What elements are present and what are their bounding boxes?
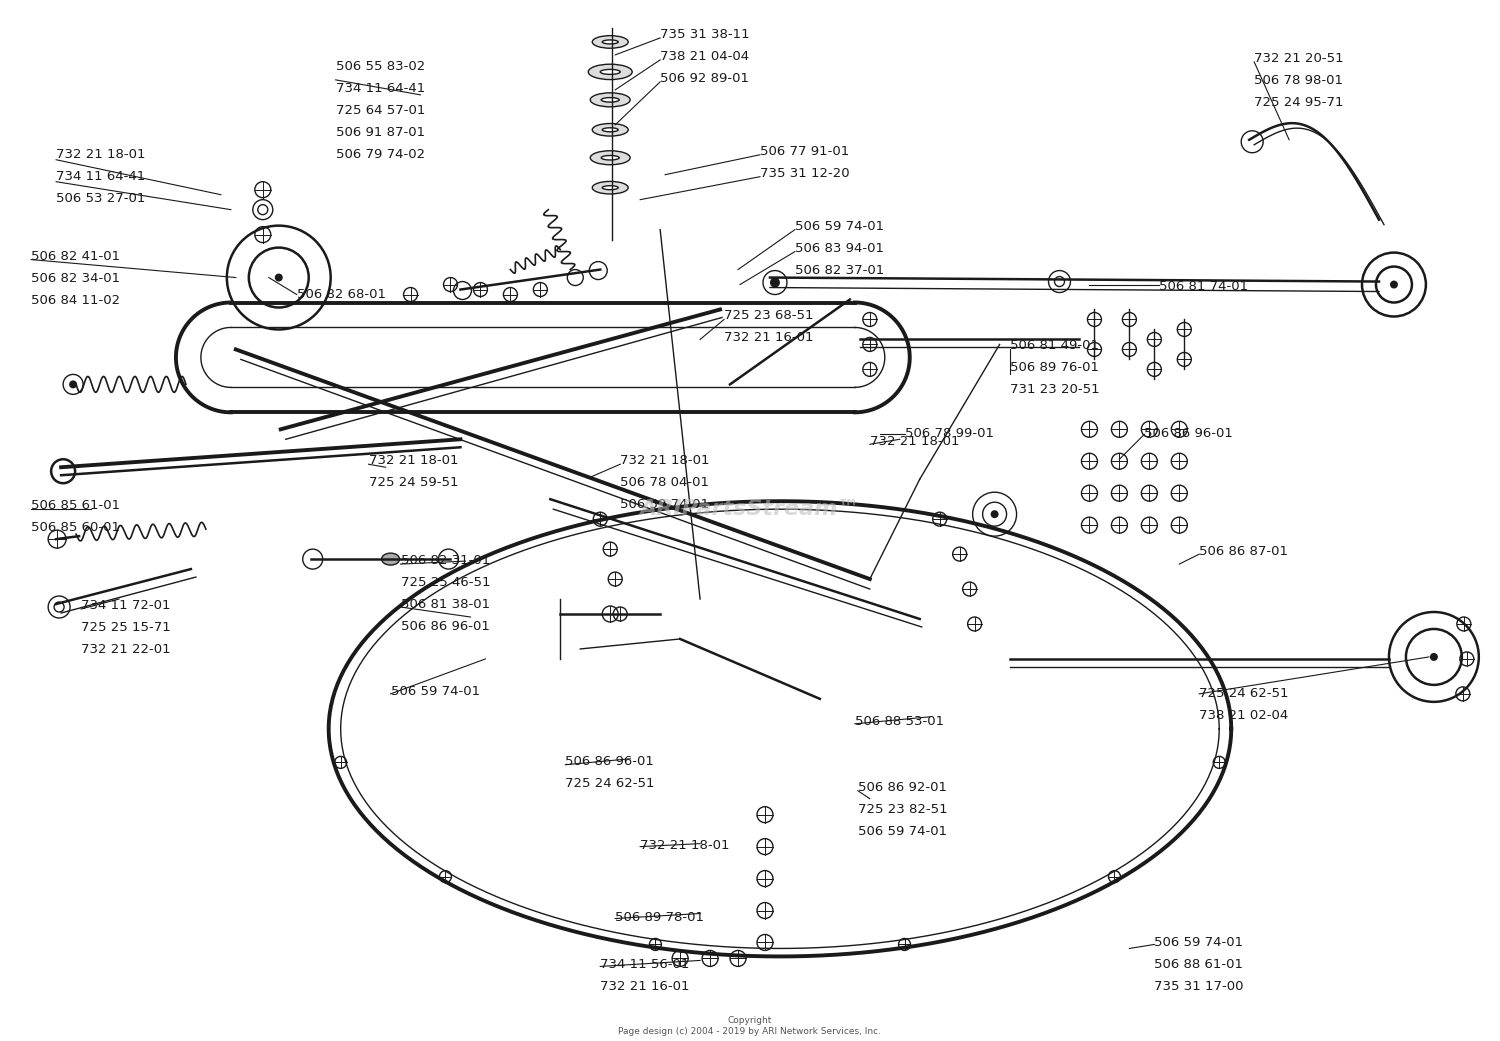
Text: 725 24 62-51: 725 24 62-51 xyxy=(1200,687,1288,700)
Text: 506 86 96-01: 506 86 96-01 xyxy=(566,755,654,768)
Circle shape xyxy=(48,596,70,618)
Ellipse shape xyxy=(602,155,619,160)
Circle shape xyxy=(1240,131,1263,153)
Text: 506 59 74-01: 506 59 74-01 xyxy=(795,220,883,232)
Circle shape xyxy=(1362,253,1426,316)
Text: 506 86 96-01: 506 86 96-01 xyxy=(400,620,489,633)
Text: 506 81 38-01: 506 81 38-01 xyxy=(400,598,489,611)
Circle shape xyxy=(1389,612,1479,702)
Text: 506 92 89-01: 506 92 89-01 xyxy=(660,72,748,85)
Ellipse shape xyxy=(592,124,628,136)
Text: 506 88 61-01: 506 88 61-01 xyxy=(1155,959,1244,971)
Text: 725 64 57-01: 725 64 57-01 xyxy=(336,104,424,117)
Text: 506 89 78-01: 506 89 78-01 xyxy=(615,911,704,923)
Text: 506 82 41-01: 506 82 41-01 xyxy=(32,250,120,262)
Circle shape xyxy=(590,261,608,280)
Text: Copyright
Page design (c) 2004 - 2019 by ARI Network Services, Inc.: Copyright Page design (c) 2004 - 2019 by… xyxy=(618,1016,882,1036)
Ellipse shape xyxy=(591,151,630,164)
Text: 506 91 87-01: 506 91 87-01 xyxy=(336,126,424,138)
Ellipse shape xyxy=(602,98,619,102)
Text: 731 23 20-51: 731 23 20-51 xyxy=(1010,383,1100,397)
Text: 734 11 72-01: 734 11 72-01 xyxy=(81,599,171,612)
Text: 506 88 53-01: 506 88 53-01 xyxy=(855,715,944,728)
Circle shape xyxy=(51,459,75,483)
Circle shape xyxy=(453,281,471,300)
Ellipse shape xyxy=(591,93,630,107)
Circle shape xyxy=(567,270,584,285)
Text: 725 23 82-51: 725 23 82-51 xyxy=(858,803,948,816)
Circle shape xyxy=(972,492,1017,536)
Text: 738 21 02-04: 738 21 02-04 xyxy=(1200,709,1288,721)
Circle shape xyxy=(69,380,76,388)
Text: 506 81 49-01: 506 81 49-01 xyxy=(1010,339,1098,353)
Text: 506 59 74-01: 506 59 74-01 xyxy=(858,824,946,838)
Text: 732 21 18-01: 732 21 18-01 xyxy=(620,454,710,467)
Ellipse shape xyxy=(592,181,628,194)
Text: 506 86 96-01: 506 86 96-01 xyxy=(1144,427,1233,440)
Circle shape xyxy=(990,510,999,518)
Text: 506 86 87-01: 506 86 87-01 xyxy=(1200,545,1288,558)
Text: 738 21 04-04: 738 21 04-04 xyxy=(660,50,750,62)
Text: 506 82 68-01: 506 82 68-01 xyxy=(297,287,386,301)
Text: 725 23 68-51: 725 23 68-51 xyxy=(724,309,813,323)
Text: 732 21 18-01: 732 21 18-01 xyxy=(56,148,146,160)
Ellipse shape xyxy=(592,35,628,48)
Ellipse shape xyxy=(602,40,618,44)
Ellipse shape xyxy=(381,553,399,565)
Circle shape xyxy=(274,274,284,281)
Text: 735 31 17-00: 735 31 17-00 xyxy=(1155,981,1244,993)
Text: 732 21 18-01: 732 21 18-01 xyxy=(870,435,960,449)
Text: 506 59 74-01: 506 59 74-01 xyxy=(1155,937,1244,949)
Text: 506 85 60-01: 506 85 60-01 xyxy=(32,522,120,534)
Text: 506 82 37-01: 506 82 37-01 xyxy=(795,263,883,277)
Ellipse shape xyxy=(600,70,619,74)
Text: 735 31 38-11: 735 31 38-11 xyxy=(660,28,750,41)
Ellipse shape xyxy=(602,185,618,189)
Text: 732 21 16-01: 732 21 16-01 xyxy=(600,981,690,993)
Text: 725 24 95-71: 725 24 95-71 xyxy=(1254,96,1344,109)
Circle shape xyxy=(764,271,788,295)
Text: 506 89 76-01: 506 89 76-01 xyxy=(1010,361,1098,375)
Text: ARIPartsStream™: ARIPartsStream™ xyxy=(639,500,860,519)
Text: 506 78 99-01: 506 78 99-01 xyxy=(904,427,993,440)
Circle shape xyxy=(770,278,780,287)
Text: 732 21 18-01: 732 21 18-01 xyxy=(369,454,458,467)
Text: 506 82 34-01: 506 82 34-01 xyxy=(32,272,120,284)
Text: 732 21 18-01: 732 21 18-01 xyxy=(640,839,729,852)
Text: 506 77 91-01: 506 77 91-01 xyxy=(760,145,849,158)
Text: 506 59 74-01: 506 59 74-01 xyxy=(620,499,710,511)
Text: 506 85 61-01: 506 85 61-01 xyxy=(32,500,120,512)
Circle shape xyxy=(303,549,322,569)
Text: 506 78 04-01: 506 78 04-01 xyxy=(620,476,710,489)
Text: 732 21 22-01: 732 21 22-01 xyxy=(81,643,171,656)
Text: 506 82 31-01: 506 82 31-01 xyxy=(400,554,490,567)
Circle shape xyxy=(1390,280,1398,288)
Text: 506 59 74-01: 506 59 74-01 xyxy=(390,685,480,697)
Text: 506 78 98-01: 506 78 98-01 xyxy=(1254,74,1342,86)
Ellipse shape xyxy=(588,65,632,79)
Text: 734 11 56-01: 734 11 56-01 xyxy=(600,959,690,971)
Circle shape xyxy=(1430,653,1438,661)
Text: 725 24 59-51: 725 24 59-51 xyxy=(369,476,458,489)
Text: 506 86 92-01: 506 86 92-01 xyxy=(858,781,946,793)
Text: 506 84 11-02: 506 84 11-02 xyxy=(32,294,120,306)
Circle shape xyxy=(63,375,82,395)
Text: 732 21 16-01: 732 21 16-01 xyxy=(724,331,813,345)
Text: 506 81 74-01: 506 81 74-01 xyxy=(1160,280,1248,293)
Text: 732 21 20-51: 732 21 20-51 xyxy=(1254,52,1344,65)
Text: 735 31 12-20: 735 31 12-20 xyxy=(760,167,849,180)
Text: 506 83 94-01: 506 83 94-01 xyxy=(795,242,883,255)
Text: 506 79 74-02: 506 79 74-02 xyxy=(336,148,424,160)
Text: 725 25 15-71: 725 25 15-71 xyxy=(81,621,171,634)
Circle shape xyxy=(438,549,459,569)
Text: 506 55 83-02: 506 55 83-02 xyxy=(336,60,424,73)
Text: 725 25 46-51: 725 25 46-51 xyxy=(400,576,490,589)
Text: 506 53 27-01: 506 53 27-01 xyxy=(56,192,146,205)
Text: 734 11 64-41: 734 11 64-41 xyxy=(336,82,424,95)
Ellipse shape xyxy=(602,128,618,132)
Circle shape xyxy=(226,226,330,329)
Text: 725 24 62-51: 725 24 62-51 xyxy=(566,777,656,790)
Text: 734 11 64-41: 734 11 64-41 xyxy=(56,170,146,183)
